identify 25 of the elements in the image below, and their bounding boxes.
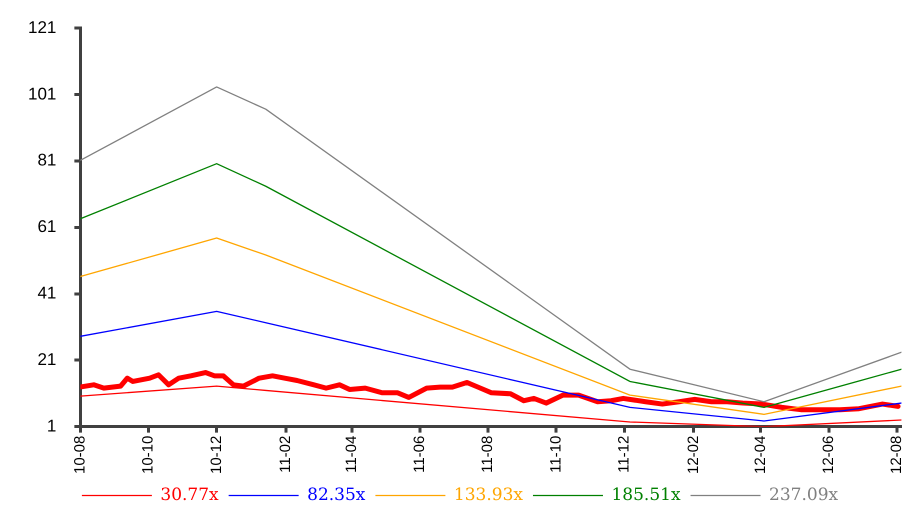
x-tick-label: 10-10	[140, 436, 157, 474]
legend-label: 185.51x	[611, 484, 681, 505]
legend-label: 82.35x	[307, 484, 366, 505]
x-tick-label: 11-04	[342, 436, 360, 473]
y-tick-label: 121	[28, 18, 56, 37]
legend-label: 30.77x	[160, 484, 220, 505]
x-tick-label: 10-12	[208, 436, 225, 474]
x-tick-label: 12-02	[684, 436, 702, 474]
x-tick-label: 11-10	[547, 436, 564, 473]
y-tick-label: 101	[28, 84, 56, 104]
x-tick-label: 10-08	[72, 436, 89, 474]
x-tick-label: 11-08	[479, 436, 496, 473]
x-tick-label: 11-12	[616, 436, 633, 473]
x-tick-label: 11-06	[411, 436, 428, 473]
x-tick-label: 12-06	[820, 436, 837, 474]
legend-label: 237.09x	[769, 484, 839, 505]
legend-label: 133.93x	[454, 484, 524, 505]
x-tick-label: 12-08	[888, 436, 906, 474]
y-tick-label: 41	[37, 284, 56, 303]
y-tick-label: 81	[37, 150, 56, 170]
x-tick-label: 11-02	[277, 436, 294, 473]
y-tick-label: 21	[37, 350, 56, 369]
y-tick-label: 1	[46, 416, 56, 436]
y-tick-label: 61	[37, 217, 56, 236]
x-tick-label: 12-04	[752, 436, 769, 474]
